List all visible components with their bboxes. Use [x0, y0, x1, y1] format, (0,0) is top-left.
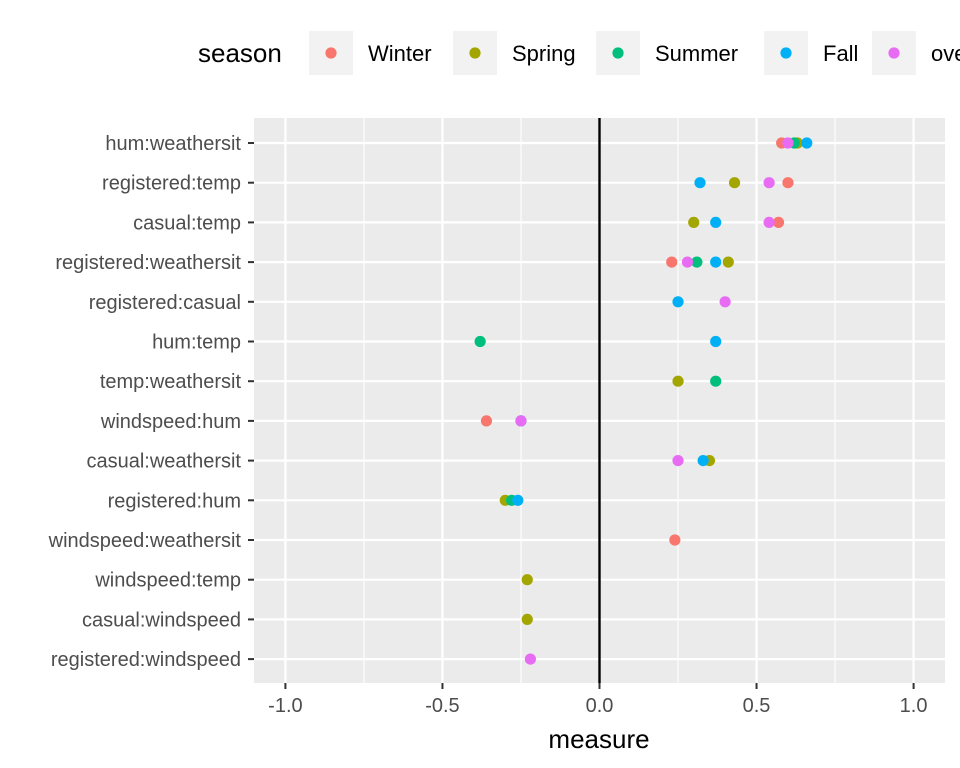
point-fall-casual-temp — [710, 216, 722, 228]
point-overall-registered-temp — [763, 177, 775, 189]
y-tick-label: registered:hum — [108, 490, 241, 512]
point-summer-temp-weathersit — [710, 375, 722, 387]
point-overall-registered-casual — [719, 296, 731, 308]
point-summer-registered-weathersit — [691, 256, 703, 268]
legend: season Winter Spring Summer Fall overall — [198, 31, 960, 75]
point-spring-registered-temp — [728, 177, 741, 189]
legend-label-spring: Spring — [512, 41, 576, 66]
point-overall-registered-windspeed — [524, 653, 537, 665]
point-overall-windspeed-hum — [515, 415, 527, 427]
point-overall-hum-weathersit — [782, 137, 794, 149]
y-tick-label: registered:weathersit — [55, 252, 241, 274]
point-spring-windspeed-temp — [521, 574, 533, 586]
legend-label-fall: Fall — [823, 41, 858, 66]
point-winter-windspeed-weathersit — [669, 534, 681, 546]
legend-dot-overall — [888, 47, 900, 59]
legend-dot-spring — [469, 47, 481, 59]
point-spring-registered-weathersit — [722, 256, 734, 268]
y-tick-label: registered:casual — [89, 292, 241, 314]
legend-title: season — [198, 38, 282, 68]
point-summer-hum-temp — [474, 335, 486, 348]
y-tick-label: windspeed:hum — [100, 411, 241, 433]
point-winter-registered-weathersit — [666, 256, 678, 268]
point-spring-casual-temp — [688, 216, 700, 228]
x-axis-title: measure — [548, 724, 649, 754]
y-tick-label: registered:temp — [102, 173, 241, 195]
point-fall-hum-temp — [710, 335, 722, 348]
legend-label-overall: overall — [931, 41, 960, 66]
data-points — [474, 137, 813, 665]
y-tick-label: casual:windspeed — [82, 609, 241, 631]
x-tick-label: 1.0 — [900, 695, 928, 717]
y-tick-label: casual:weathersit — [86, 451, 241, 473]
legend-label-summer: Summer — [655, 41, 738, 66]
legend-label-winter: Winter — [368, 41, 432, 66]
legend-dot-winter — [325, 47, 337, 59]
y-tick-label: hum:temp — [152, 332, 241, 354]
y-tick-label: windspeed:weathersit — [48, 530, 242, 552]
point-fall-casual-weathersit — [697, 455, 709, 467]
x-tick-label: 0.5 — [743, 695, 771, 717]
y-tick-label: temp:weathersit — [100, 371, 242, 393]
y-tick-label: hum:weathersit — [105, 133, 241, 155]
point-fall-hum-weathersit — [801, 137, 813, 149]
y-tick-label: windspeed:temp — [94, 570, 241, 592]
point-overall-casual-weathersit — [672, 455, 684, 467]
point-winter-windspeed-hum — [480, 415, 493, 427]
y-tick-label: registered:windspeed — [51, 649, 241, 671]
point-spring-casual-windspeed — [521, 613, 533, 626]
point-spring-temp-weathersit — [672, 375, 684, 387]
point-fall-registered-casual — [672, 296, 684, 308]
point-fall-registered-weathersit — [710, 256, 722, 268]
point-fall-registered-hum — [512, 494, 524, 506]
point-fall-registered-temp — [694, 177, 706, 189]
point-winter-casual-temp — [772, 216, 785, 228]
y-tick-label: casual:temp — [133, 212, 241, 234]
x-tick-label: 0.0 — [586, 695, 614, 717]
x-axis: -1.0 -0.5 0.0 0.5 1.0 — [268, 683, 927, 717]
legend-dot-fall — [780, 47, 792, 59]
x-tick-label: -0.5 — [425, 695, 459, 717]
x-tick-label: -1.0 — [268, 695, 302, 717]
point-winter-registered-temp — [782, 177, 794, 189]
y-axis: hum:weathersit registered:temp casual:temp… — [48, 133, 254, 671]
point-overall-casual-temp — [763, 216, 775, 228]
point-overall-registered-weathersit — [681, 256, 694, 268]
legend-dot-summer — [612, 47, 624, 59]
